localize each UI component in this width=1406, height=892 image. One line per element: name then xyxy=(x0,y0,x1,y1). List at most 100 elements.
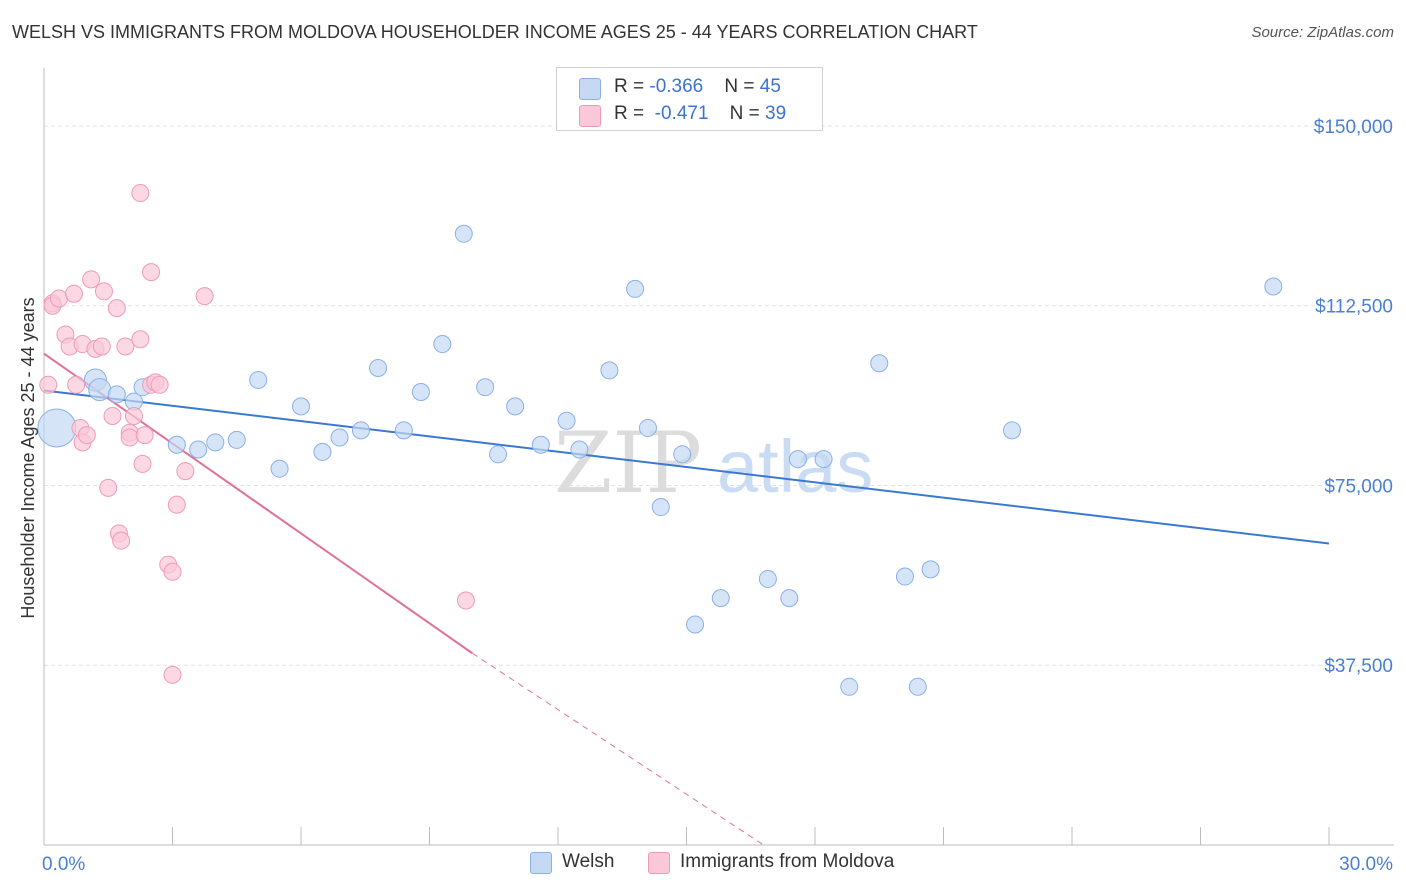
moldova-point xyxy=(131,330,150,349)
welsh-point xyxy=(788,450,807,469)
moldova-point xyxy=(131,184,150,203)
legend-r-value: -0.471 xyxy=(654,103,709,124)
legend-r-label: R = xyxy=(614,103,650,124)
welsh-point xyxy=(167,435,186,454)
legend-r-value: -0.366 xyxy=(649,76,704,97)
legend-n-label: N = xyxy=(724,76,760,97)
watermark-zip: ZIP xyxy=(554,414,702,512)
data-points xyxy=(37,184,1283,696)
welsh-swatch xyxy=(530,852,552,874)
moldova-point xyxy=(77,426,96,445)
legend-n-value: 45 xyxy=(759,76,781,97)
welsh-point xyxy=(908,677,927,696)
legend-n-value: 39 xyxy=(765,103,787,124)
welsh-point xyxy=(870,354,889,373)
welsh-point xyxy=(88,378,112,402)
welsh-point xyxy=(369,359,388,378)
y-tick-label: $150,000 xyxy=(1314,117,1393,138)
legend-r-label: R = xyxy=(614,76,650,97)
welsh-point xyxy=(313,442,332,461)
welsh-point xyxy=(651,498,670,517)
x-tick-label: 0.0% xyxy=(42,854,85,875)
welsh-point xyxy=(1264,277,1283,296)
welsh-point xyxy=(557,411,576,430)
welsh-point xyxy=(686,615,705,634)
welsh-point xyxy=(489,445,508,464)
welsh-point xyxy=(673,445,692,464)
moldova-point xyxy=(133,454,152,473)
y-tick-label: $112,500 xyxy=(1315,297,1393,318)
welsh-point xyxy=(394,421,413,440)
trend-lines xyxy=(43,352,1330,846)
welsh-point xyxy=(1003,421,1022,440)
welsh-point xyxy=(433,335,452,354)
welsh-point xyxy=(189,440,208,459)
welsh-point xyxy=(711,589,730,608)
welsh-point xyxy=(37,408,77,448)
moldova-point xyxy=(135,426,154,445)
welsh-point xyxy=(531,435,550,454)
moldova-point xyxy=(120,428,139,447)
moldova-point xyxy=(49,289,68,308)
moldova-trend-extension xyxy=(472,652,764,846)
moldova-point xyxy=(107,299,126,318)
moldova-point xyxy=(124,406,143,425)
welsh-swatch xyxy=(579,78,601,100)
chart-source: Source: ZipAtlas.com xyxy=(1251,24,1394,41)
moldova-point xyxy=(167,495,186,514)
chart-title: WELSH VS IMMIGRANTS FROM MOLDOVA HOUSEHO… xyxy=(12,22,978,42)
welsh-point xyxy=(921,560,940,579)
moldova-point xyxy=(163,665,182,684)
moldova-point xyxy=(94,282,113,301)
moldova-point xyxy=(142,263,161,282)
moldova-swatch xyxy=(648,852,670,874)
moldova-point xyxy=(103,406,122,425)
moldova-swatch xyxy=(579,105,601,127)
moldova-point xyxy=(112,531,131,550)
welsh-point xyxy=(249,371,268,390)
y-tick-labels: $37,500 $75,000 $112,500 $150,000 xyxy=(1314,117,1393,677)
watermark: ZIP atlas xyxy=(554,414,873,512)
x-tick-label: 30.0% xyxy=(1339,854,1393,875)
welsh-point xyxy=(206,433,225,452)
moldova-point xyxy=(92,337,111,356)
y-tick-label: $75,000 xyxy=(1324,476,1393,497)
stats-legend: R = -0.366 N = 45 R = -0.471 N = 39 xyxy=(556,67,823,131)
legend-n-label: N = xyxy=(729,103,766,124)
axes xyxy=(43,68,1394,846)
moldova-point xyxy=(163,562,182,581)
welsh-point xyxy=(292,397,310,416)
moldova-point xyxy=(67,375,86,394)
moldova-point xyxy=(99,478,118,497)
welsh-point xyxy=(780,589,799,608)
y-axis-label: Householder Income Ages 25 - 44 years xyxy=(18,297,38,618)
welsh-point xyxy=(476,378,495,397)
welsh-point xyxy=(814,450,833,469)
moldova-trend-line xyxy=(43,352,473,655)
legend-label-moldova: Immigrants from Moldova xyxy=(680,851,895,872)
moldova-point xyxy=(39,375,58,394)
welsh-point xyxy=(570,440,589,459)
welsh-point xyxy=(330,428,349,447)
moldova-point xyxy=(176,462,195,481)
welsh-point xyxy=(107,385,126,404)
moldova-point xyxy=(456,591,475,610)
welsh-point xyxy=(600,361,619,380)
moldova-point xyxy=(195,287,214,306)
moldova-point xyxy=(64,284,83,303)
y-tick-label: $37,500 xyxy=(1324,656,1393,677)
welsh-point xyxy=(840,677,859,696)
welsh-trend-line xyxy=(43,389,1330,545)
welsh-point xyxy=(411,382,430,401)
welsh-point xyxy=(351,421,370,440)
welsh-point xyxy=(454,224,473,243)
welsh-point xyxy=(626,279,645,298)
grid-lines xyxy=(44,125,1394,666)
welsh-point xyxy=(758,569,777,588)
welsh-point xyxy=(638,418,657,437)
moldova-point xyxy=(150,375,169,394)
welsh-point xyxy=(270,459,289,478)
moldova-point xyxy=(116,337,135,356)
moldova-point xyxy=(82,270,101,289)
